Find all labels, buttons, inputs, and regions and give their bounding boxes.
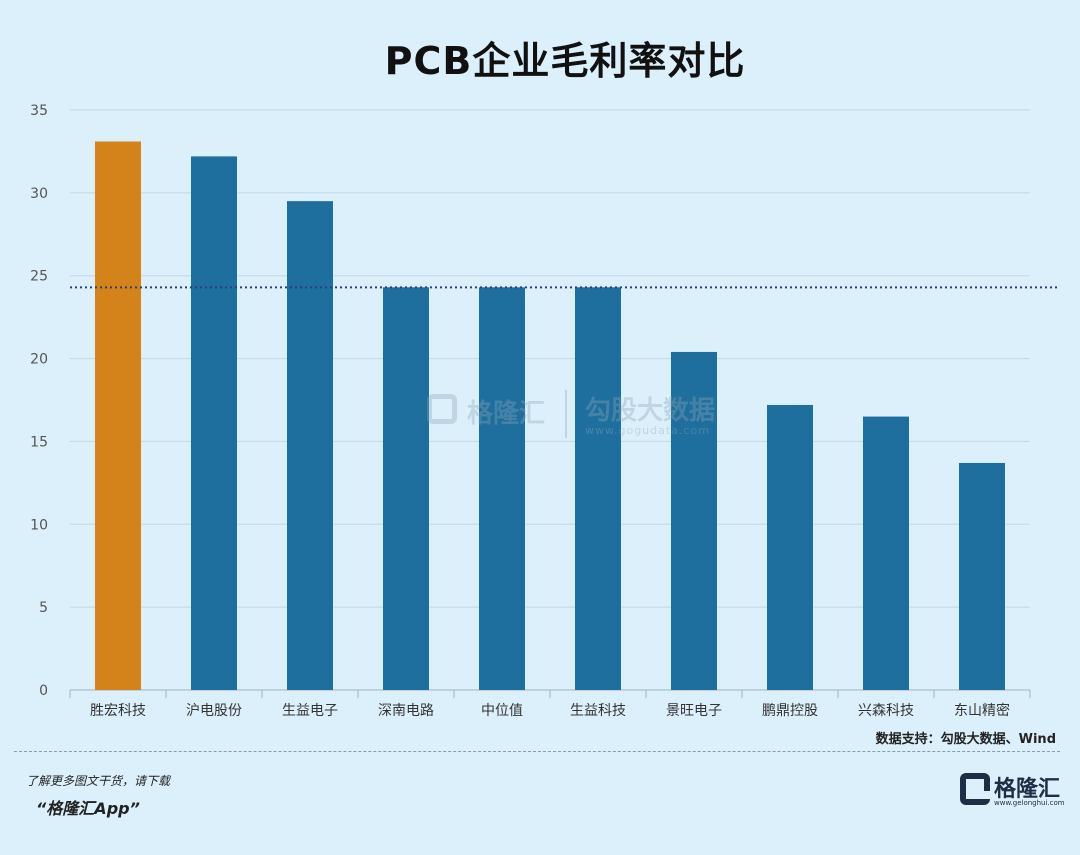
x-tick-label: 东山精密 <box>954 702 1010 719</box>
x-tick-label: 鹏鼎控股 <box>762 703 818 719</box>
data-source: 数据支持：勾股大数据、Wind <box>875 732 1056 747</box>
y-tick-label: 5 <box>39 600 48 616</box>
y-tick-label: 10 <box>30 517 48 533</box>
bar <box>671 351 717 690</box>
bar <box>479 287 525 690</box>
gelonghui-logo-icon <box>960 773 990 805</box>
bar <box>959 462 1005 690</box>
x-tick-label: 生益科技 <box>570 703 626 719</box>
download-tip: 了解更多图文干货，请下载 <box>26 774 171 788</box>
x-tick-label: 沪电股份 <box>186 703 242 719</box>
bar <box>383 287 429 690</box>
x-tick-label: 兴森科技 <box>858 703 914 719</box>
footer-logo: 格隆汇 www.gelonghui.com <box>960 773 1065 807</box>
footer-logo-text: 格隆汇 <box>994 777 1061 802</box>
y-tick-label: 30 <box>30 186 48 202</box>
x-tick-label: 深南电路 <box>378 703 434 719</box>
bar <box>767 404 813 690</box>
x-tick-label: 生益电子 <box>282 703 338 719</box>
bar <box>95 141 141 690</box>
bar <box>287 201 333 690</box>
y-tick-label: 20 <box>30 352 48 368</box>
y-tick-label: 15 <box>30 434 48 450</box>
footer-divider <box>14 751 1060 752</box>
bar <box>863 416 909 690</box>
x-tick-label: 胜宏科技 <box>90 703 146 719</box>
x-axis-labels: 胜宏科技 沪电股份 生益电子 深南电路 中位值 生益科技 景旺电子 鹏鼎控股 兴森科技 东山精密 <box>69 690 1031 719</box>
bars <box>95 141 1005 690</box>
y-axis-ticks: 0 5 10 15 20 25 30 35 <box>30 103 48 699</box>
chart-title: PCB企业毛利率对比 <box>384 39 746 83</box>
bar <box>191 156 237 690</box>
footer-logo-url: www.gelonghui.com <box>994 799 1065 807</box>
y-tick-label: 25 <box>30 269 48 285</box>
y-tick-label: 35 <box>30 103 48 119</box>
x-tick-label: 中位值 <box>481 703 523 719</box>
app-name: “格隆汇App” <box>36 799 140 818</box>
bar-chart: 0 5 10 15 20 25 30 35 胜宏科技 沪电股份 生益电子 深南电路 中位值 生益科技 景旺… <box>30 103 1058 719</box>
x-tick-label: 景旺电子 <box>666 703 722 719</box>
bar <box>575 287 621 690</box>
y-tick-label: 0 <box>39 683 48 699</box>
